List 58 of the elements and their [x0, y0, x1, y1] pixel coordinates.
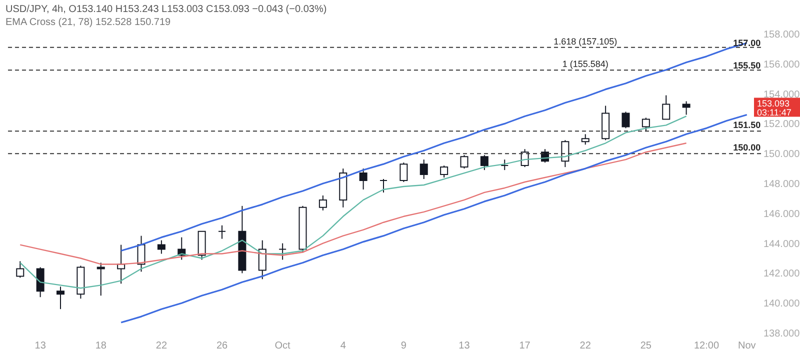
- annotation: 151.50: [733, 120, 761, 130]
- annotation: 03:11:47: [757, 107, 792, 118]
- x-tick-label: 13: [34, 340, 46, 352]
- y-tick-label: 138.000: [764, 328, 800, 340]
- candlestick: [662, 94, 670, 120]
- candlestick: [258, 240, 266, 280]
- x-tick-label: 17: [519, 340, 531, 352]
- annotation: 153.093: [757, 98, 790, 108]
- x-tick-label: 25: [640, 340, 652, 352]
- ref-line-label: 1.618 (157.105): [554, 36, 618, 46]
- candlestick: [198, 230, 206, 260]
- candlestick: [96, 262, 105, 296]
- candlestick: [36, 266, 44, 298]
- candlestick: [278, 242, 287, 260]
- candlestick: [460, 154, 468, 170]
- x-tick-label: 26: [216, 340, 228, 352]
- annotation: 157.00: [733, 38, 761, 48]
- annotation: 155.50: [733, 60, 761, 70]
- y-tick-label: 144.000: [764, 238, 800, 250]
- candlestick: [500, 159, 509, 171]
- y-tick-label: 148.000: [764, 179, 800, 190]
- candlestick: [16, 260, 24, 278]
- candlestick: [380, 178, 388, 193]
- y-tick-label: 154.000: [764, 89, 800, 100]
- y-tick-label: 142.000: [764, 268, 800, 280]
- x-tick-label: Oct: [274, 340, 291, 352]
- candlestick: [581, 134, 590, 146]
- candlestick: [561, 140, 570, 168]
- y-tick-label: 150.000: [764, 149, 800, 160]
- x-tick-label: 13: [458, 340, 470, 352]
- candlestick: [420, 159, 428, 180]
- x-tick-label: 12:00: [694, 340, 720, 352]
- y-tick-label: 156.000: [764, 59, 800, 70]
- y-tick-label: 158.000: [764, 30, 800, 40]
- x-tick-label: 22: [156, 340, 168, 352]
- chart-title: USD/JPY, 4h, O153.140 H153.243 L153.003 C153.093 −0.043 (−0.03%): [6, 4, 327, 15]
- annotation: 150.00: [733, 142, 761, 153]
- ref-line-label: 1 (155.584): [562, 59, 608, 70]
- candlestick: [642, 117, 650, 132]
- candlestick: [400, 162, 408, 183]
- x-tick-label: 4: [340, 340, 346, 352]
- candlestick: [440, 165, 448, 178]
- candlestick: [622, 111, 630, 129]
- candlestick: [359, 168, 368, 190]
- candlestick: [157, 240, 166, 254]
- x-tick-label: Nov: [738, 340, 756, 352]
- y-tick-label: 140.000: [764, 298, 800, 310]
- candlestick: [318, 194, 327, 211]
- y-tick-label: 146.000: [764, 208, 800, 220]
- candlestick: [480, 154, 488, 171]
- candlestick: [218, 224, 226, 240]
- x-tick-label: 9: [400, 340, 407, 352]
- chart-subtitle: EMA Cross (21, 78) 152.528 150.719: [6, 17, 172, 28]
- candlestick: [682, 100, 690, 116]
- x-tick-label: 22: [580, 340, 592, 352]
- x-tick-label: 18: [95, 340, 107, 352]
- candlestick: [56, 286, 65, 310]
- y-tick-label: 152.000: [764, 119, 800, 130]
